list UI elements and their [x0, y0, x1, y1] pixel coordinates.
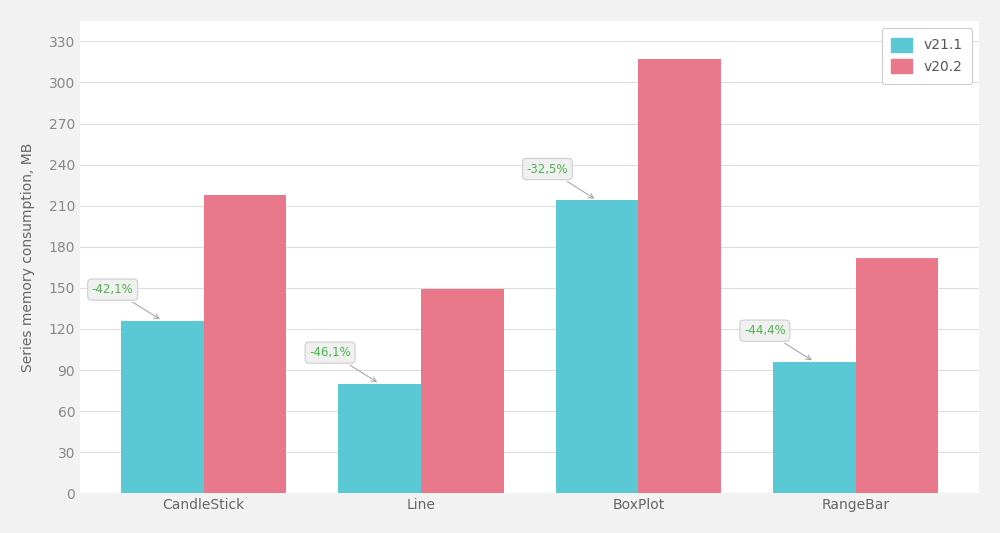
Bar: [638, 59, 721, 494]
Bar: [121, 321, 204, 494]
Text: 96MB: 96MB: [798, 441, 831, 454]
Bar: [204, 195, 286, 494]
Text: 317MB: 317MB: [659, 415, 700, 428]
Bar: [338, 384, 421, 494]
Bar: [421, 289, 504, 494]
Bar: [773, 362, 856, 494]
Bar: [856, 258, 938, 494]
Text: 126MB: 126MB: [142, 429, 183, 441]
Text: -46,1%: -46,1%: [309, 346, 376, 382]
Text: -32,5%: -32,5%: [527, 163, 594, 198]
Text: 218MB: 218MB: [225, 435, 265, 449]
Text: -42,1%: -42,1%: [92, 283, 159, 319]
Text: 214MB: 214MB: [577, 392, 617, 406]
Bar: [556, 200, 638, 494]
Text: 172MB: 172MB: [877, 445, 917, 458]
Text: 80MB: 80MB: [363, 447, 396, 461]
Text: -44,4%: -44,4%: [744, 324, 811, 360]
Y-axis label: Series memory consumption, MB: Series memory consumption, MB: [21, 142, 35, 372]
Legend: v21.1, v20.2: v21.1, v20.2: [882, 28, 972, 84]
Text: 149MB: 149MB: [442, 450, 483, 463]
